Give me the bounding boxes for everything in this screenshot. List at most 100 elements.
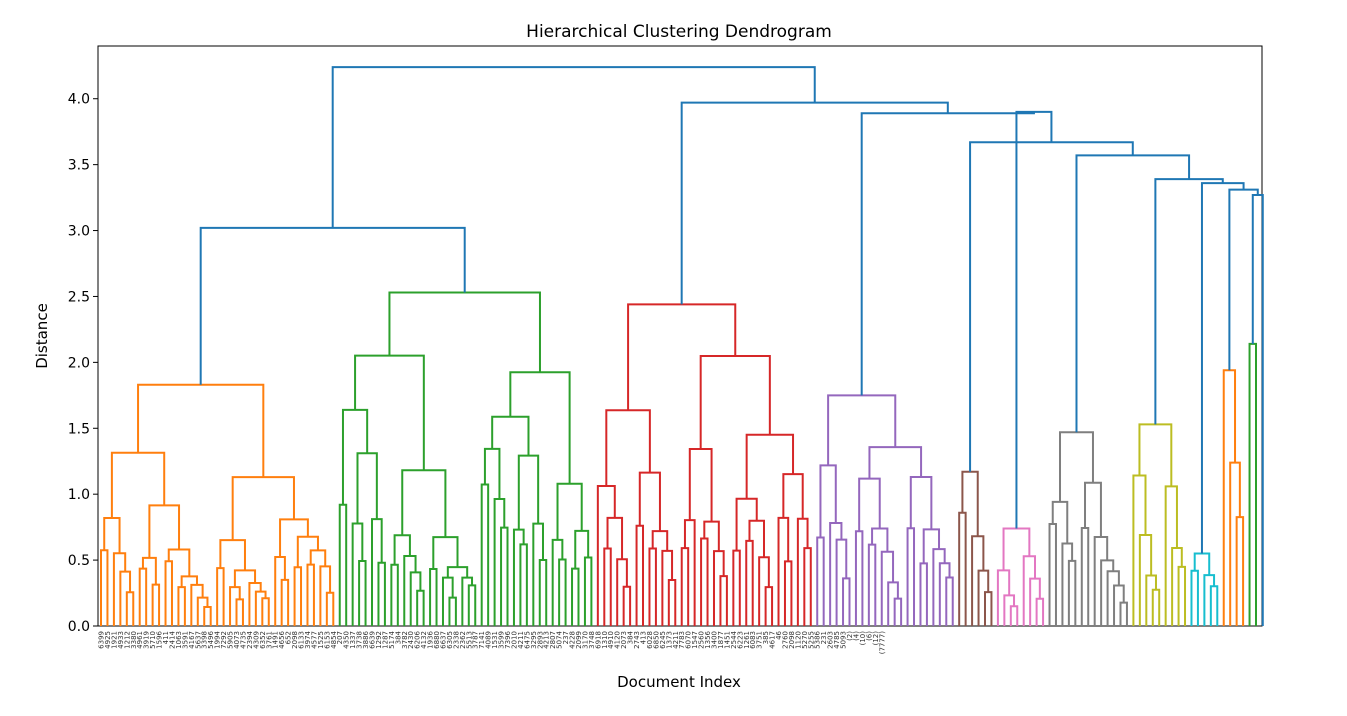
dendrogram-link (1035, 597, 1045, 626)
leaf-label: 2010 (510, 631, 518, 649)
dendrogram-link (996, 569, 1011, 626)
dendrogram-link (796, 517, 809, 626)
leaf-label: 2394 (246, 630, 254, 648)
leaf-label: 6399 (98, 631, 106, 649)
y-axis: 0.0 0.5 1.0 1.5 2.0 2.5 3.0 3.5 4.0 (68, 92, 98, 635)
dendrogram-link (229, 586, 241, 626)
dendrogram-link (429, 568, 438, 626)
leaf-label: 4577 (310, 631, 318, 649)
dendrogram-link (356, 452, 378, 524)
leaf-label: 3599 (498, 631, 506, 649)
leaf-label: 7141 (478, 631, 486, 649)
leaf-label: 1877 (717, 631, 725, 649)
leaf-label: 3380 (130, 631, 138, 649)
dendrogram-link (596, 484, 616, 626)
leaf-label: 46 (775, 630, 783, 639)
dendrogram-link (835, 538, 848, 626)
leaf-label: 2073 (620, 631, 628, 649)
leaf-label: 5496 (207, 630, 215, 648)
dendrogram-link (190, 583, 204, 626)
leaf-label: 6637 (439, 631, 447, 649)
dendrogram-link (377, 561, 386, 626)
dendrogram-link (371, 518, 383, 626)
leaf-label: (10) (859, 631, 867, 646)
dendrogram-link (538, 559, 548, 626)
y-tick-label: 2.0 (68, 355, 90, 371)
dendrogram-link (351, 522, 364, 626)
dendrogram-links (100, 66, 1264, 626)
leaf-label: 3886 (362, 630, 370, 648)
leaf-label: (7777) (878, 631, 886, 655)
leaf-label: 4228 (569, 631, 577, 649)
dendrogram-link (887, 581, 899, 626)
leaf-label: 1356 (704, 630, 712, 648)
dendrogram-link (583, 556, 593, 626)
dendrogram-link (558, 558, 567, 626)
leaf-label: 207 (336, 631, 344, 644)
dendrogram-link (293, 566, 303, 626)
dendrogram-link (254, 590, 267, 626)
leaf-label: 6223 (736, 631, 744, 649)
leaf-label: 2760 (781, 631, 789, 649)
leaf-label: 6305 (446, 631, 454, 649)
leaf-label: 3591 (181, 631, 189, 649)
x-axis-label: Document Index (617, 673, 741, 691)
y-tick-label: 0.0 (68, 619, 90, 635)
dendrogram-link (196, 596, 209, 626)
dendrogram-link (219, 539, 246, 571)
dendrogram-link (922, 528, 941, 564)
y-tick-label: 1.0 (68, 487, 90, 503)
leaf-label: 4167 (188, 631, 196, 649)
dendrogram-link (390, 563, 399, 626)
dendrogram-link (280, 578, 290, 626)
dendrogram-link (893, 597, 903, 626)
dendrogram-link (1145, 574, 1157, 626)
dendrogram-link (216, 567, 225, 626)
leaf-label: 5637 (194, 631, 202, 649)
dendrogram-link (782, 473, 804, 519)
dendrogram-link (483, 447, 501, 500)
dendrogram-link (1190, 569, 1199, 626)
dendrogram-link (409, 571, 422, 626)
dendrogram-link (467, 584, 477, 626)
leaf-label: 3751 (756, 631, 764, 649)
leaf-label: 5270 (801, 631, 809, 649)
leaf-label: 1292 (375, 631, 383, 649)
y-tick-label: 1.5 (68, 421, 90, 437)
leaf-label: 1310 (601, 631, 609, 649)
y-tick-label: 3.5 (68, 158, 90, 174)
dendrogram-link (203, 605, 212, 626)
dendrogram-link (1209, 585, 1219, 626)
leaf-label: 4854 (330, 630, 338, 648)
dendrogram-link (700, 537, 709, 626)
leaf-label: 1994 (214, 630, 222, 648)
chart-title: Hierarchical Clustering Dendrogram (526, 22, 832, 42)
dendrogram-link (1228, 188, 1259, 371)
dendrogram-link (1002, 527, 1031, 571)
leaf-label: 6245 (659, 631, 667, 649)
leaf-label: 6918 (594, 631, 602, 649)
dendrogram-link (279, 518, 309, 557)
leaf-label: 1531 (491, 631, 499, 649)
dendrogram-link (125, 591, 135, 626)
leaf-label: 4961 (136, 631, 144, 649)
dendrogram-link (509, 371, 571, 484)
leaf-label: 4309 (252, 631, 260, 649)
dendrogram-link (858, 477, 881, 532)
leaf-label: 3787 (472, 631, 480, 649)
leaf-label: 2430 (407, 631, 415, 649)
dendrogram-link (261, 597, 270, 626)
dendrogram-link (638, 471, 661, 532)
dendrogram-link (1151, 588, 1161, 626)
dendrogram-link (648, 547, 657, 626)
leaf-label: 5074 (556, 630, 564, 648)
leaf-label: 3170 (581, 631, 589, 649)
leaf-label: 2893 (536, 631, 544, 649)
leaf-label: 6352 (259, 631, 267, 649)
dendrogram-link (491, 415, 530, 456)
leaf-label: 4735 (239, 631, 247, 649)
leaf-label: 3400 (710, 631, 718, 649)
dendrogram-link (1119, 601, 1128, 626)
dendrogram-link (868, 446, 923, 479)
